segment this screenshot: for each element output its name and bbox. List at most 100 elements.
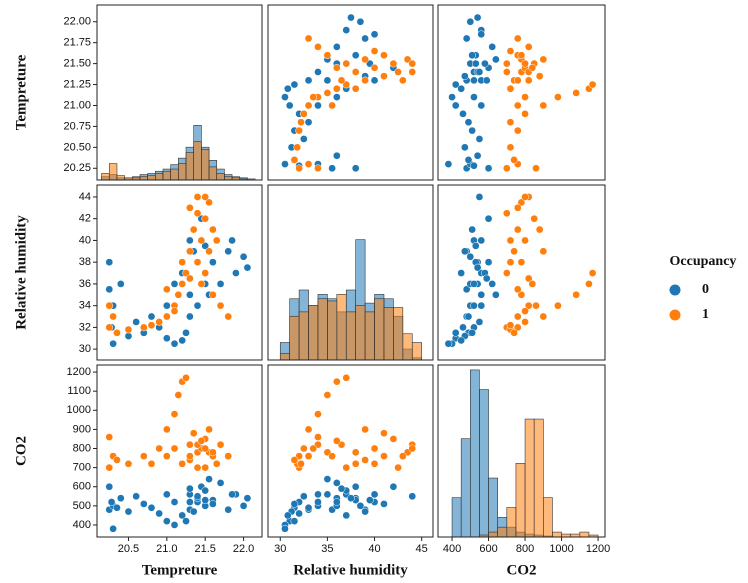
scatter-point bbox=[304, 160, 313, 168]
scatter-point bbox=[356, 501, 365, 510]
scatter-point bbox=[309, 444, 318, 453]
scatter-point bbox=[304, 503, 313, 512]
scatter-point bbox=[170, 307, 179, 315]
scatter-point bbox=[105, 301, 114, 310]
y-tick-label: 22.00 bbox=[63, 16, 91, 28]
y-tick-label: 700 bbox=[73, 462, 91, 474]
scatter-point bbox=[314, 101, 322, 110]
scatter-point bbox=[281, 93, 289, 101]
scatter-point bbox=[484, 164, 493, 173]
scatter-point bbox=[205, 475, 213, 483]
scatter-point bbox=[186, 312, 194, 321]
hist-bar bbox=[201, 149, 210, 181]
scatter-point bbox=[342, 59, 351, 68]
scatter-point bbox=[532, 301, 540, 310]
hist-bar bbox=[317, 298, 328, 361]
scatter-point bbox=[457, 269, 466, 277]
scatter-point bbox=[502, 269, 511, 277]
hist-bar bbox=[336, 294, 347, 361]
scatter-point bbox=[155, 444, 164, 453]
scatter-point bbox=[444, 160, 453, 168]
scatter-point bbox=[471, 242, 480, 250]
scatter-point bbox=[475, 68, 484, 76]
panel-frame bbox=[437, 184, 606, 361]
scatter-point bbox=[314, 43, 322, 51]
scatter-point bbox=[517, 258, 526, 267]
scatter-point bbox=[228, 236, 236, 245]
scatter-point bbox=[502, 164, 511, 173]
scatter-point bbox=[351, 51, 360, 60]
scatter-point bbox=[186, 452, 194, 461]
scatter-point bbox=[323, 391, 332, 399]
scatter-point bbox=[464, 118, 473, 127]
scatter-point bbox=[398, 452, 407, 461]
scatter-point bbox=[295, 164, 303, 173]
scatter-point bbox=[361, 55, 369, 64]
scatter-point bbox=[178, 511, 187, 520]
y-tick-label: 30 bbox=[79, 343, 91, 355]
scatter-point bbox=[162, 452, 171, 461]
hist-bar bbox=[108, 163, 118, 181]
scatter-point bbox=[572, 89, 581, 97]
scatter-point bbox=[468, 51, 476, 60]
scatter-point bbox=[162, 312, 171, 321]
x-tick-label: 45 bbox=[416, 543, 428, 555]
y-tick-label: 400 bbox=[73, 519, 91, 531]
y-tick-label: 800 bbox=[73, 442, 91, 454]
scatter-point bbox=[351, 448, 360, 457]
y-axis-label: CO2 bbox=[13, 436, 29, 466]
scatter-point bbox=[356, 17, 365, 26]
y-tick-label: 34 bbox=[79, 300, 91, 312]
x-tick-label: 40 bbox=[368, 543, 380, 555]
y-tick-label: 20.50 bbox=[63, 141, 91, 153]
scatter-point bbox=[588, 80, 597, 89]
scatter-point bbox=[189, 429, 198, 438]
scatter-point bbox=[535, 225, 544, 234]
scatter-point bbox=[186, 498, 194, 506]
scatter-point bbox=[332, 498, 341, 506]
scatter-point bbox=[323, 76, 332, 85]
scatter-point bbox=[513, 76, 522, 85]
scatter-point bbox=[170, 339, 179, 348]
scatter-point bbox=[162, 517, 171, 525]
scatter-point bbox=[502, 59, 511, 68]
scatter-point bbox=[201, 214, 210, 223]
scatter-point bbox=[147, 312, 156, 321]
hist-bar bbox=[216, 173, 225, 181]
panel-frame bbox=[267, 364, 434, 538]
scatter-point bbox=[323, 475, 332, 483]
x-tick-label: 20.5 bbox=[118, 543, 139, 555]
scatter-point bbox=[361, 507, 369, 516]
scatter-point bbox=[370, 490, 379, 499]
scatter-point bbox=[299, 492, 308, 501]
scatter-point bbox=[521, 59, 529, 68]
scatter-point bbox=[328, 164, 336, 173]
scatter-point bbox=[147, 459, 156, 468]
hist-bar bbox=[364, 311, 375, 361]
scatter-point bbox=[170, 521, 179, 529]
scatter-point bbox=[398, 76, 407, 85]
scatter-point bbox=[451, 101, 460, 110]
scatter-point bbox=[323, 51, 332, 60]
scatter-point bbox=[193, 301, 202, 310]
scatter-point bbox=[189, 507, 198, 516]
scatter-point bbox=[186, 247, 194, 256]
hist-bar bbox=[279, 353, 290, 361]
hist-bar bbox=[185, 152, 194, 181]
scatter-point bbox=[470, 301, 478, 310]
scatter-point bbox=[506, 118, 515, 127]
scatter-point bbox=[477, 30, 486, 39]
x-tick-label: 21.0 bbox=[156, 543, 177, 555]
y-tick-label: 20.25 bbox=[63, 162, 91, 174]
scatter-point bbox=[209, 448, 217, 457]
scatter-point bbox=[332, 377, 341, 386]
hist-bar bbox=[579, 531, 590, 538]
scatter-point bbox=[290, 500, 299, 508]
scatter-point bbox=[232, 269, 240, 277]
scatter-point bbox=[107, 498, 116, 506]
scatter-point bbox=[492, 290, 500, 299]
scatter-point bbox=[572, 290, 581, 299]
scatter-point bbox=[477, 101, 486, 110]
scatter-point bbox=[517, 198, 526, 207]
